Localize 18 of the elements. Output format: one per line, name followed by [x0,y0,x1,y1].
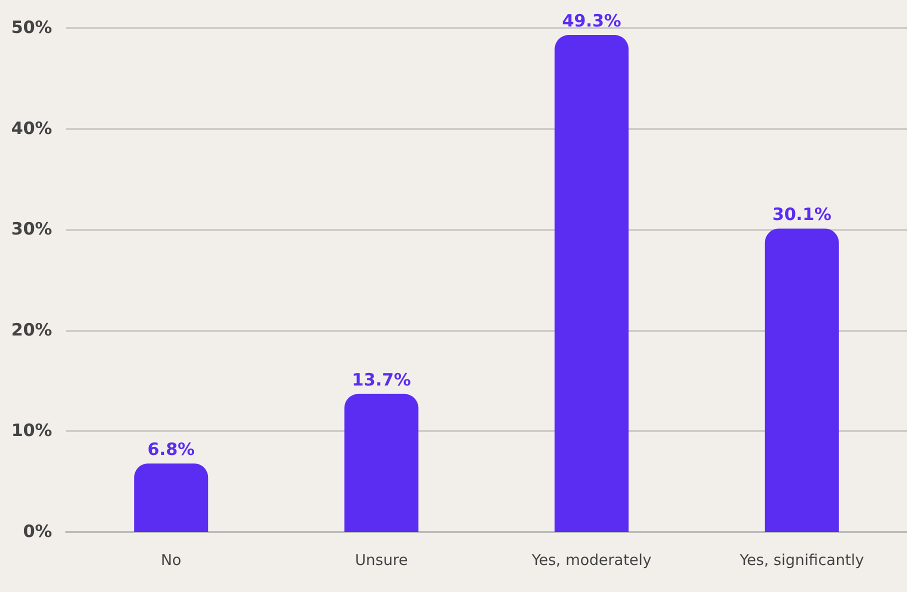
bar [134,463,208,532]
bar [764,228,839,532]
y-tick-label: 10% [11,421,52,442]
y-tick-label: 50% [11,18,52,38]
x-tick-label: No [160,551,182,569]
x-tick-label: Yes, moderately [530,551,652,569]
y-tick-label: 0% [23,522,52,542]
y-tick-label: 40% [11,118,52,139]
bar [554,35,629,532]
data-label: 13.7% [352,370,411,390]
y-tick-label: 30% [11,220,52,240]
y-tick-label: 20% [11,320,52,340]
data-label: 49.3% [562,12,622,32]
data-label: 30.1% [772,205,832,226]
x-tick-label: Yes, significantly [738,551,864,569]
data-label: 6.8% [148,440,195,460]
bar [344,394,418,532]
x-tick-label: Unsure [354,551,408,569]
